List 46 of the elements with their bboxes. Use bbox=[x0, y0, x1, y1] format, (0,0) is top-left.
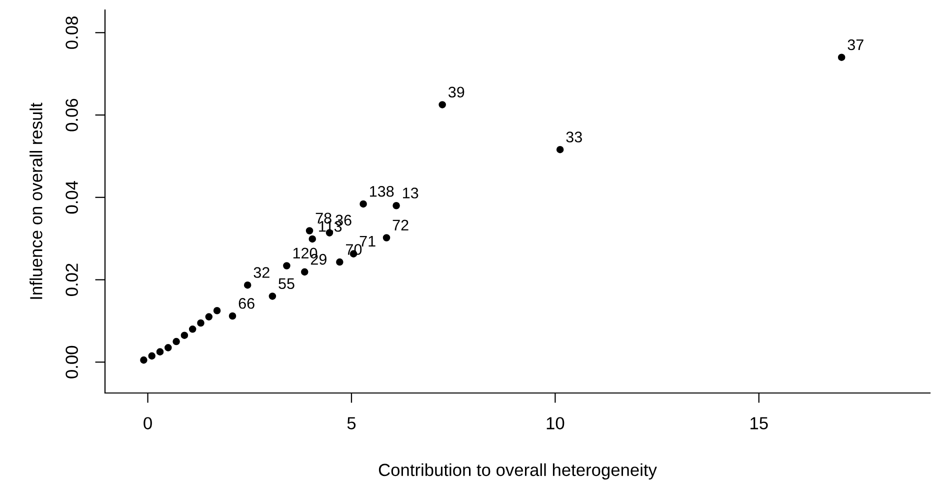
y-tick-label: 0.06 bbox=[66, 98, 78, 132]
point bbox=[336, 258, 344, 266]
x-tick-label: 10 bbox=[546, 417, 564, 430]
x-axis-title: Contribution to overall heterogeneity bbox=[378, 463, 657, 480]
annotation: 78 bbox=[316, 212, 332, 224]
point bbox=[283, 262, 290, 270]
point bbox=[213, 306, 221, 314]
annotation: 66 bbox=[238, 298, 254, 309]
y-tick-label: 0.02 bbox=[66, 264, 78, 296]
annotation: 72 bbox=[392, 220, 408, 230]
point bbox=[228, 312, 236, 320]
x-tick-label: 5 bbox=[347, 417, 356, 430]
point bbox=[360, 200, 367, 208]
point bbox=[180, 332, 188, 339]
point bbox=[438, 101, 446, 108]
annotation: 32 bbox=[254, 267, 270, 278]
y-tick-label: 0.04 bbox=[66, 180, 78, 214]
point bbox=[156, 348, 164, 356]
point bbox=[306, 227, 314, 234]
annotation: 55 bbox=[278, 278, 294, 290]
point bbox=[268, 292, 276, 300]
annotation: 37 bbox=[848, 39, 864, 50]
point bbox=[205, 313, 213, 320]
y-tick-label: 0.08 bbox=[66, 16, 78, 49]
annotation: 71 bbox=[360, 236, 376, 246]
point bbox=[197, 319, 204, 327]
point bbox=[556, 146, 564, 154]
x-tick-label: 15 bbox=[750, 417, 768, 430]
point bbox=[140, 356, 148, 364]
point bbox=[188, 326, 196, 333]
point bbox=[172, 338, 180, 346]
point bbox=[382, 234, 390, 242]
point bbox=[308, 235, 316, 243]
point bbox=[164, 344, 172, 352]
annotation: 39 bbox=[448, 86, 464, 98]
y-tick-label: 0.00 bbox=[66, 346, 78, 378]
point bbox=[244, 281, 252, 289]
y-axis-title: Influence on overall result bbox=[30, 102, 42, 299]
annotation: 13 bbox=[403, 188, 418, 198]
annotation: 33 bbox=[566, 132, 582, 142]
point bbox=[392, 202, 400, 210]
point bbox=[838, 54, 846, 61]
point bbox=[148, 352, 156, 360]
annotation: 138 bbox=[370, 186, 394, 197]
x-tick-label: 0 bbox=[144, 417, 152, 430]
point bbox=[300, 268, 308, 276]
